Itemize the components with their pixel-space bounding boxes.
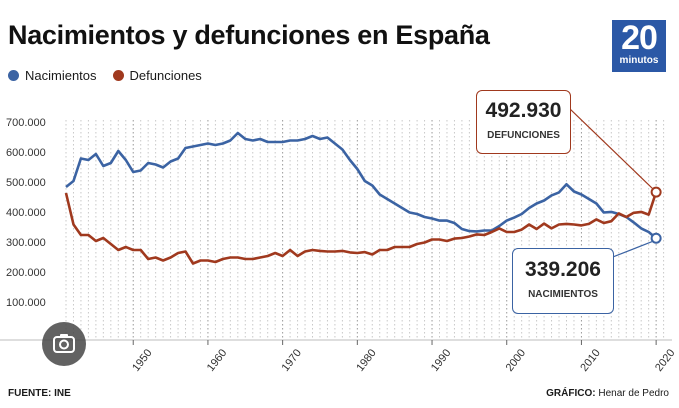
deaths-callout-label: DEFUNCIONES (487, 130, 560, 141)
deaths-callout-value: 492.930 (485, 99, 562, 122)
chart-grid (65, 120, 665, 340)
y-axis-ticks: 100.000 200.000 300.000 400.000 500.000 600.0… (6, 117, 46, 309)
deaths-last-point (650, 186, 662, 198)
x-tick-label: 1970 (280, 347, 305, 374)
legend-births-swatch (8, 70, 19, 81)
x-tick-label: 1980 (354, 347, 379, 374)
deaths-connector (568, 107, 654, 190)
births-callout-label: NACIMIENTOS (528, 289, 598, 300)
logo-word: minutos (619, 55, 659, 66)
deaths-callout: 492.930 DEFUNCIONES (476, 90, 571, 154)
chart-series (64, 131, 662, 265)
y-tick-label: 200.000 (6, 267, 46, 279)
x-axis-ticks: 1950 1960 1970 1980 1990 2000 2010 2020 (130, 340, 678, 374)
camera-overlay-button[interactable] (42, 322, 86, 366)
y-tick-label: 700.000 (6, 117, 46, 129)
legend-deaths-label: Defunciones (129, 68, 202, 83)
chart-legend: Nacimientos Defunciones (8, 68, 218, 83)
x-tick-label: 1960 (205, 347, 230, 374)
camera-icon (53, 334, 75, 353)
y-tick-label: 400.000 (6, 207, 46, 219)
y-tick-label: 100.000 (6, 297, 46, 309)
y-tick-label: 300.000 (6, 237, 46, 249)
brand-logo: 20 minutos (612, 20, 666, 72)
chart-title: Nacimientos y defunciones en España (8, 20, 490, 50)
births-last-point (650, 232, 662, 244)
x-tick-label: 1990 (429, 347, 454, 374)
x-tick-label: 2000 (504, 347, 529, 374)
credit-name: Henar de Pedro (598, 388, 669, 399)
y-tick-label: 500.000 (6, 177, 46, 189)
births-series-line (65, 131, 657, 240)
births-callout: 339.206 NACIMIENTOS (512, 248, 614, 314)
legend-deaths-swatch (112, 70, 124, 81)
logo-number: 20 (621, 19, 658, 57)
legend-births-label: Nacimientos (25, 68, 97, 83)
deaths-series-line (64, 191, 658, 265)
source-note: FUENTE: INE (8, 388, 71, 399)
credit-note: GRÁFICO: Henar de Pedro (546, 388, 669, 399)
y-tick-label: 600.000 (6, 147, 46, 159)
x-tick-label: 1950 (130, 347, 155, 374)
credit-label: GRÁFICO: (546, 388, 596, 399)
x-tick-label: 2020 (653, 347, 678, 374)
x-tick-label: 2010 (578, 347, 603, 374)
births-callout-value: 339.206 (525, 258, 601, 281)
